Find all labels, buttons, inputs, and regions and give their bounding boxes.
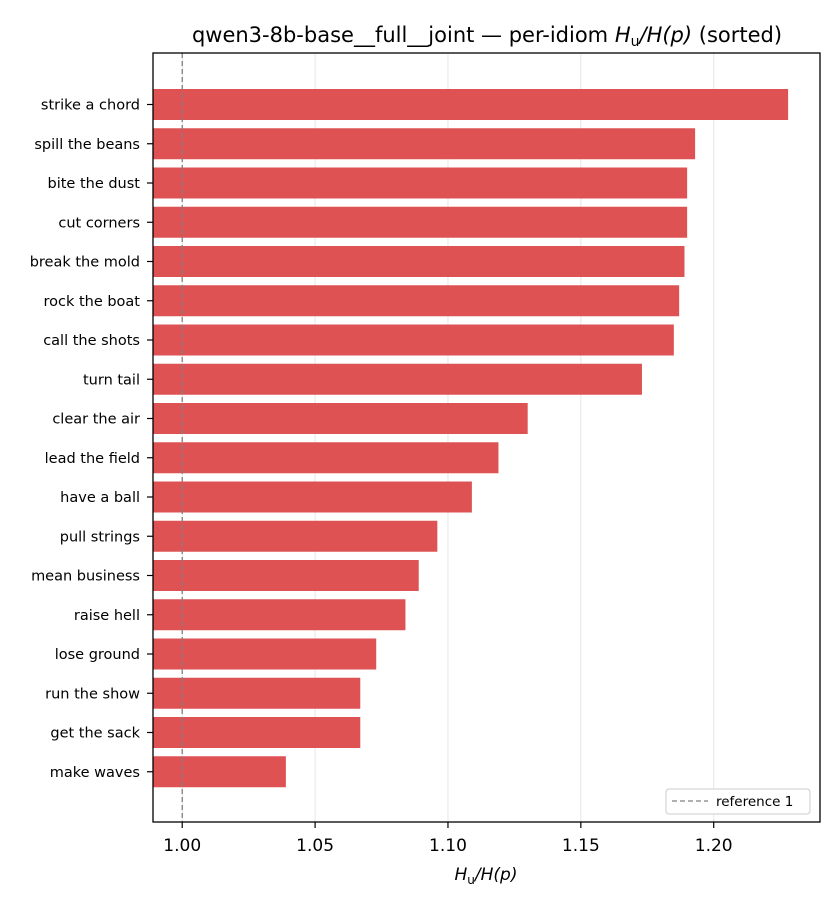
bar [153,599,406,631]
bar [153,756,286,788]
bar [153,128,696,160]
y-tick-label: pull strings [60,529,140,545]
bar [153,717,361,748]
y-tick-label: strike a chord [41,98,140,114]
x-tick-label: 1.15 [562,836,600,856]
y-tick-label: bite the dust [48,176,141,192]
y-tick-label: turn tail [83,372,140,388]
legend: reference 1 [665,788,811,815]
bar [153,324,674,356]
y-tick-label: clear the air [52,412,140,428]
bar [153,285,680,317]
bar [153,206,688,238]
y-tick-label: call the shots [43,333,140,349]
y-tick-label: break the mold [30,255,140,271]
x-tick-label: 1.20 [695,836,733,856]
x-tick-label: 1.05 [296,836,334,856]
y-tick-label: mean business [31,569,140,585]
legend-label: reference 1 [716,794,793,810]
bar [153,403,528,434]
y-tick-label: run the show [45,686,140,702]
bar [153,442,499,474]
bar [153,246,685,277]
y-tick-label: spill the beans [34,137,140,153]
bar [153,677,361,709]
bar [153,89,789,120]
bar [153,638,377,670]
x-tick-label: 1.00 [163,836,201,856]
bar [153,167,688,199]
x-axis-label: Hu/H(p) [455,865,518,887]
y-tick-label: have a ball [60,490,140,506]
chart-title: qwen3-8b-base__full__joint — per-idiom H… [192,23,782,50]
x-axis-ticks: 1.00 1.05 1.10 1.15 1.20 [163,822,733,856]
y-tick-label: raise hell [74,608,140,624]
bar [153,363,642,395]
bar [153,481,472,513]
y-tick-label: lose ground [55,647,140,663]
bar [153,520,438,552]
y-tick-label: make waves [50,765,140,781]
y-tick-label: lead the field [45,451,140,467]
y-tick-label: get the sack [50,726,140,742]
y-tick-label: rock the boat [43,294,140,310]
plot-frame [152,52,821,823]
y-axis-ticks: strike a chord spill the beans bite the du… [30,98,153,781]
bar [153,560,419,591]
bars-group [153,89,789,788]
x-tick-label: 1.10 [429,836,467,856]
legend-box [665,788,811,815]
y-tick-label: cut corners [58,215,140,231]
